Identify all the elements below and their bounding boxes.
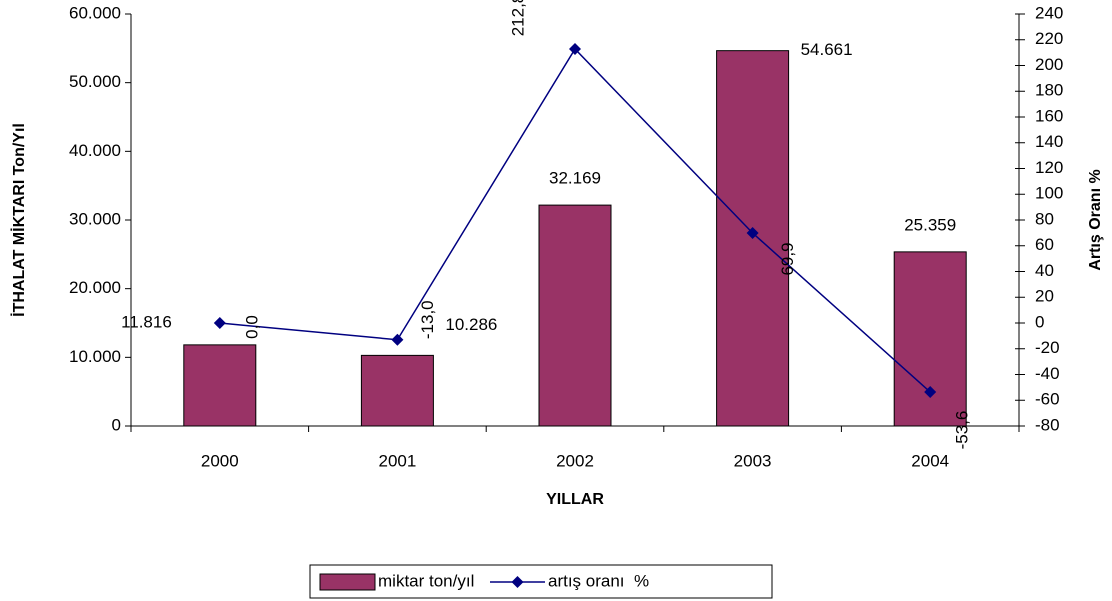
bar-value-label: 10.286 (445, 315, 497, 334)
y-tick-label: 40.000 (69, 141, 121, 160)
bar (183, 344, 257, 427)
line-marker (391, 333, 404, 346)
bar (360, 354, 434, 427)
y2-tick-label: 180 (1035, 81, 1063, 100)
line-value-label: 69,9 (778, 242, 797, 275)
y2-tick-label: 140 (1035, 132, 1063, 151)
bar (538, 204, 612, 427)
y2-tick-label: 220 (1035, 29, 1063, 48)
y2-tick-label: -40 (1035, 364, 1060, 383)
legend-marker (511, 576, 524, 588)
y2-tick-label: 240 (1035, 3, 1063, 22)
line-value-label: -13,0 (418, 300, 437, 339)
y2-tick-label: 40 (1035, 261, 1054, 280)
line-marker (213, 317, 226, 329)
bar-value-label: 54.661 (801, 40, 853, 59)
x-axis-title: YILLAR (546, 491, 604, 508)
x-tick-label: 2001 (378, 451, 416, 470)
y2-tick-label: -20 (1035, 338, 1060, 357)
bar (893, 251, 967, 427)
bar-value-label: 11.816 (121, 312, 172, 331)
x-tick-label: 2000 (201, 451, 239, 470)
x-tick-label: 2003 (734, 451, 772, 470)
line-marker (924, 386, 937, 399)
y-tick-label: 20.000 (69, 278, 121, 297)
legend-label: artış oranı % (548, 571, 649, 590)
y-tick-label: 30.000 (69, 209, 121, 228)
y2-tick-label: 120 (1035, 158, 1063, 177)
y2-tick-label: 0 (1035, 312, 1044, 331)
legend-label: miktar ton/yıl (378, 571, 474, 590)
line-value-label: 0,0 (242, 315, 261, 339)
legend-swatch (319, 573, 376, 591)
y-tick-label: 10.000 (69, 347, 121, 366)
line-marker (746, 227, 759, 240)
y2-tick-label: 80 (1035, 209, 1054, 228)
y2-tick-label: 200 (1035, 55, 1063, 74)
line-value-label: 212,8 (508, 0, 527, 36)
x-tick-label: 2004 (911, 451, 949, 470)
y-axis-title: İTHALAT MİKTARI Ton/Yıl (10, 123, 28, 317)
bar-value-label: 32.169 (549, 169, 601, 188)
x-tick-label: 2002 (556, 451, 594, 470)
y2-tick-label: 160 (1035, 106, 1063, 125)
y-tick-label: 60.000 (69, 3, 121, 22)
y2-tick-label: 100 (1035, 184, 1063, 203)
y2-axis-title: Artış Oranı % (1087, 169, 1104, 270)
y2-tick-label: 20 (1035, 287, 1054, 306)
line-value-label: -53,6 (953, 411, 972, 450)
y2-tick-label: -80 (1035, 415, 1060, 434)
line-marker (569, 43, 581, 56)
y-tick-label: 0 (112, 415, 121, 434)
bar-value-label: 25.359 (904, 215, 956, 234)
y2-tick-label: 60 (1035, 235, 1054, 254)
y2-tick-label: -60 (1035, 390, 1060, 409)
y-tick-label: 50.000 (69, 72, 121, 91)
